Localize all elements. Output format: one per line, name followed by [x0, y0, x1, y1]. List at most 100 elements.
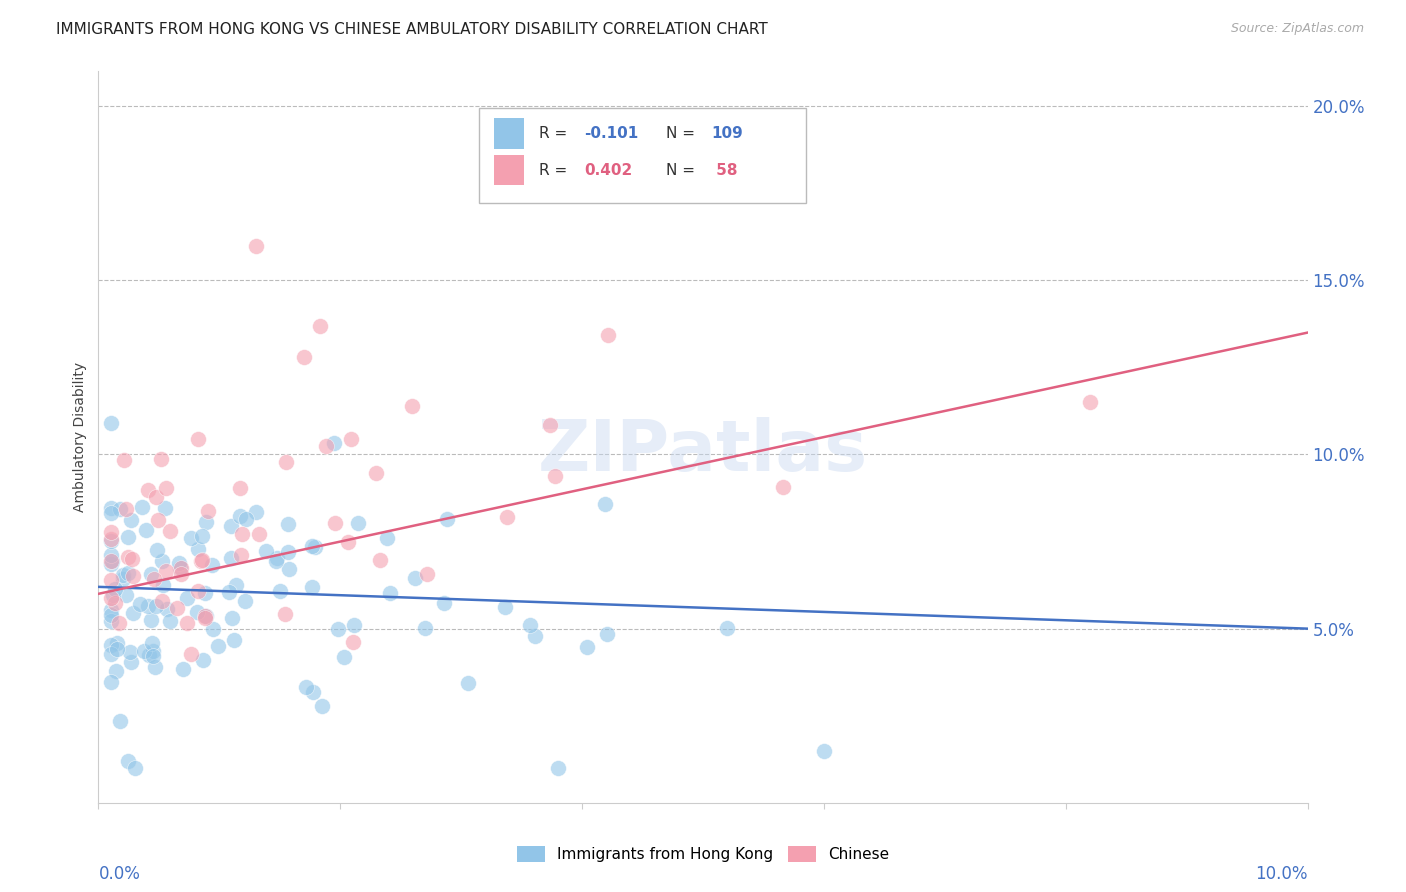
Point — [277, 517, 299, 532]
Point — [159, 524, 181, 538]
Text: N =: N = — [665, 126, 699, 141]
Point — [172, 662, 194, 676]
Point — [145, 491, 167, 505]
Point — [231, 527, 253, 541]
Point — [433, 596, 456, 610]
Point — [328, 622, 350, 636]
Point — [593, 497, 616, 511]
Point — [152, 554, 174, 568]
Point — [302, 684, 325, 698]
Bar — [494, 118, 524, 149]
Point — [201, 558, 224, 572]
Point — [266, 550, 288, 565]
Point — [120, 513, 142, 527]
Point — [495, 510, 517, 524]
Point — [105, 641, 128, 656]
Point — [325, 516, 347, 530]
Text: 0.402: 0.402 — [585, 162, 633, 178]
Point — [228, 481, 250, 495]
Point — [194, 611, 217, 625]
Point — [100, 534, 122, 549]
Point — [543, 469, 565, 483]
Point — [197, 504, 219, 518]
Text: Source: ZipAtlas.com: Source: ZipAtlas.com — [1230, 22, 1364, 36]
Point — [150, 593, 173, 607]
Point — [138, 599, 160, 613]
Point — [101, 554, 124, 568]
Point — [457, 676, 479, 690]
Point — [254, 544, 277, 558]
Point — [295, 680, 318, 694]
Point — [169, 561, 191, 575]
Point — [176, 615, 198, 630]
Point — [129, 597, 152, 611]
Point — [343, 618, 366, 632]
Point — [145, 599, 167, 613]
Point — [110, 502, 132, 516]
Point — [100, 501, 122, 516]
Point — [772, 480, 794, 494]
Point — [231, 548, 253, 562]
Point — [117, 530, 139, 544]
Point — [346, 516, 368, 530]
Point — [100, 506, 122, 520]
Point — [110, 714, 132, 729]
Point — [364, 466, 387, 480]
Point — [112, 572, 135, 586]
Text: R =: R = — [538, 126, 572, 141]
Point — [141, 636, 163, 650]
Point — [117, 550, 139, 565]
Point — [292, 350, 315, 364]
Point — [187, 584, 209, 599]
Point — [120, 655, 142, 669]
Point — [304, 540, 326, 554]
Point — [103, 588, 125, 602]
Text: 109: 109 — [711, 126, 744, 141]
Point — [100, 524, 122, 539]
Point — [233, 594, 256, 608]
Point — [135, 523, 157, 537]
Point — [145, 659, 167, 673]
Point — [1078, 395, 1101, 409]
Point — [114, 587, 136, 601]
Point — [138, 648, 160, 662]
Point — [134, 644, 156, 658]
Point — [274, 455, 297, 469]
Point — [269, 583, 291, 598]
Text: 0.0%: 0.0% — [98, 865, 141, 883]
Point — [494, 600, 516, 615]
Point — [148, 513, 170, 527]
Point — [150, 452, 173, 467]
Point — [124, 761, 146, 775]
Point — [221, 611, 243, 625]
Point — [187, 541, 209, 556]
Point — [114, 501, 136, 516]
Point — [152, 578, 174, 592]
Text: IMMIGRANTS FROM HONG KONG VS CHINESE AMBULATORY DISABILITY CORRELATION CHART: IMMIGRANTS FROM HONG KONG VS CHINESE AMB… — [56, 22, 768, 37]
Point — [202, 622, 225, 636]
Point — [219, 518, 242, 533]
Point — [142, 572, 165, 586]
Point — [142, 644, 165, 658]
Point — [193, 653, 215, 667]
Bar — [494, 154, 524, 186]
Point — [104, 596, 127, 610]
Point — [194, 515, 217, 529]
Point — [117, 566, 139, 581]
Point — [131, 500, 153, 515]
Point — [436, 512, 458, 526]
Point — [207, 640, 229, 654]
Point — [169, 556, 191, 570]
Point — [155, 602, 177, 616]
Text: 58: 58 — [711, 162, 738, 178]
Point — [100, 638, 122, 652]
Point — [100, 615, 122, 629]
Point — [187, 432, 209, 446]
Point — [100, 553, 122, 567]
Point — [195, 608, 218, 623]
Point — [120, 645, 142, 659]
Point — [100, 558, 122, 572]
Point — [139, 614, 162, 628]
Point — [219, 550, 242, 565]
Point — [166, 600, 188, 615]
